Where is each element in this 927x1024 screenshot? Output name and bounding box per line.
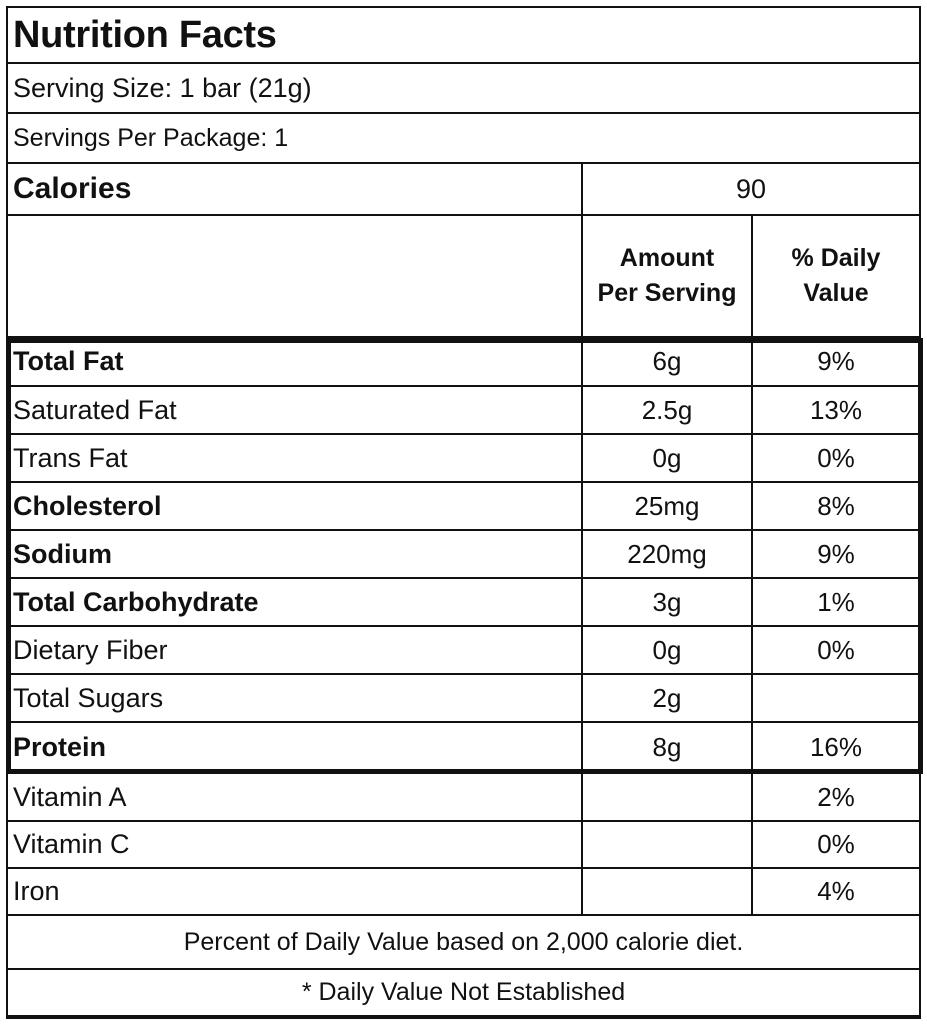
nutrient-amount: 25mg (583, 483, 753, 529)
dv-header-line2: Value (803, 279, 869, 307)
servings-per-package: Servings Per Package: 1 (13, 123, 289, 152)
vitamin-row-vitamin-c: Vitamin C 0% (8, 822, 919, 869)
nutrient-dv: 1% (817, 586, 855, 617)
vitamin-dv: 4% (817, 876, 855, 906)
nutrient-name: Dietary Fiber (8, 627, 583, 673)
nutrient-name: Cholesterol (8, 483, 583, 529)
title-row: Nutrition Facts (8, 8, 919, 64)
column-header-row: Amount Per Serving % Daily Value (8, 216, 919, 338)
nutrient-row-saturated-fat: Saturated Fat 2.5g 13% (8, 387, 919, 435)
vitamin-name: Vitamin A (8, 774, 583, 820)
vitamin-name: Iron (8, 869, 583, 914)
nutrient-row-protein: Protein 8g 16% (8, 723, 919, 774)
nutrient-dv: 0% (817, 634, 855, 665)
vitamin-dv: 0% (817, 829, 855, 859)
footnote-not-established: * Daily Value Not Established (301, 978, 626, 1006)
nutrient-dv: 9% (817, 346, 855, 376)
nutrient-row-sodium: Sodium 220mg 9% (8, 531, 919, 579)
nutrient-name: Protein (8, 723, 583, 772)
nutrient-amount: 0g (583, 435, 753, 481)
nutrient-dv: 0% (817, 442, 855, 473)
footnote-daily-value: Percent of Daily Value based on 2,000 ca… (183, 927, 744, 956)
vitamin-dv: 2% (817, 781, 855, 812)
vitamin-amount (583, 869, 753, 914)
dv-header-line1: % Daily (791, 244, 881, 272)
nutrient-row-total-sugars: Total Sugars 2g (8, 675, 919, 723)
nutrition-facts-label: Nutrition Facts Serving Size: 1 bar (21g… (6, 6, 923, 1019)
nutrient-name: Saturated Fat (8, 387, 583, 433)
amount-header-line1: Amount (619, 244, 715, 272)
label-title: Nutrition Facts (13, 13, 277, 56)
nutrient-dv: 9% (817, 538, 855, 569)
nutrient-row-cholesterol: Cholesterol 25mg 8% (8, 483, 919, 531)
nutrient-name: Total Fat (8, 338, 583, 385)
serving-size-row: Serving Size: 1 bar (21g) (8, 64, 919, 114)
nutrient-dv: 16% (809, 732, 863, 762)
calories-value: 90 (735, 173, 767, 204)
vitamin-name: Vitamin C (8, 822, 583, 867)
nutrient-dv: 8% (817, 490, 855, 521)
vitamin-row-vitamin-a: Vitamin A 2% (8, 774, 919, 822)
nutrient-amount: 6g (583, 338, 753, 385)
nutrient-row-total-fat: Total Fat 6g 9% (8, 338, 919, 387)
vitamin-amount (583, 774, 753, 820)
nutrient-row-trans-fat: Trans Fat 0g 0% (8, 435, 919, 483)
footnote-row-daily-value: Percent of Daily Value based on 2,000 ca… (8, 916, 919, 970)
amount-header-line2: Per Serving (597, 279, 737, 307)
calories-label: Calories (8, 164, 583, 214)
serving-size: Serving Size: 1 bar (21g) (13, 72, 312, 103)
nutrient-dv (753, 675, 919, 721)
nutrient-row-total-carbohydrate: Total Carbohydrate 3g 1% (8, 579, 919, 627)
nutrient-row-dietary-fiber: Dietary Fiber 0g 0% (8, 627, 919, 675)
daily-value-header: % Daily Value (753, 216, 919, 336)
nutrient-amount: 3g (583, 579, 753, 625)
nutrient-amount: 2.5g (583, 387, 753, 433)
header-empty-cell (8, 216, 583, 336)
vitamin-amount (583, 822, 753, 867)
nutrient-amount: 220mg (583, 531, 753, 577)
nutrient-amount: 8g (583, 723, 753, 772)
nutrient-name: Total Sugars (8, 675, 583, 721)
vitamin-row-iron: Iron 4% (8, 869, 919, 916)
nutrient-name: Sodium (8, 531, 583, 577)
footnote-row-not-established: * Daily Value Not Established (8, 970, 919, 1017)
nutrient-amount: 0g (583, 627, 753, 673)
servings-per-package-row: Servings Per Package: 1 (8, 114, 919, 164)
calories-row: Calories 90 (8, 164, 919, 216)
nutrient-dv: 13% (809, 394, 863, 425)
nutrient-name: Total Carbohydrate (8, 579, 583, 625)
nutrient-name: Trans Fat (8, 435, 583, 481)
amount-per-serving-header: Amount Per Serving (583, 216, 753, 336)
nutrient-amount: 2g (583, 675, 753, 721)
